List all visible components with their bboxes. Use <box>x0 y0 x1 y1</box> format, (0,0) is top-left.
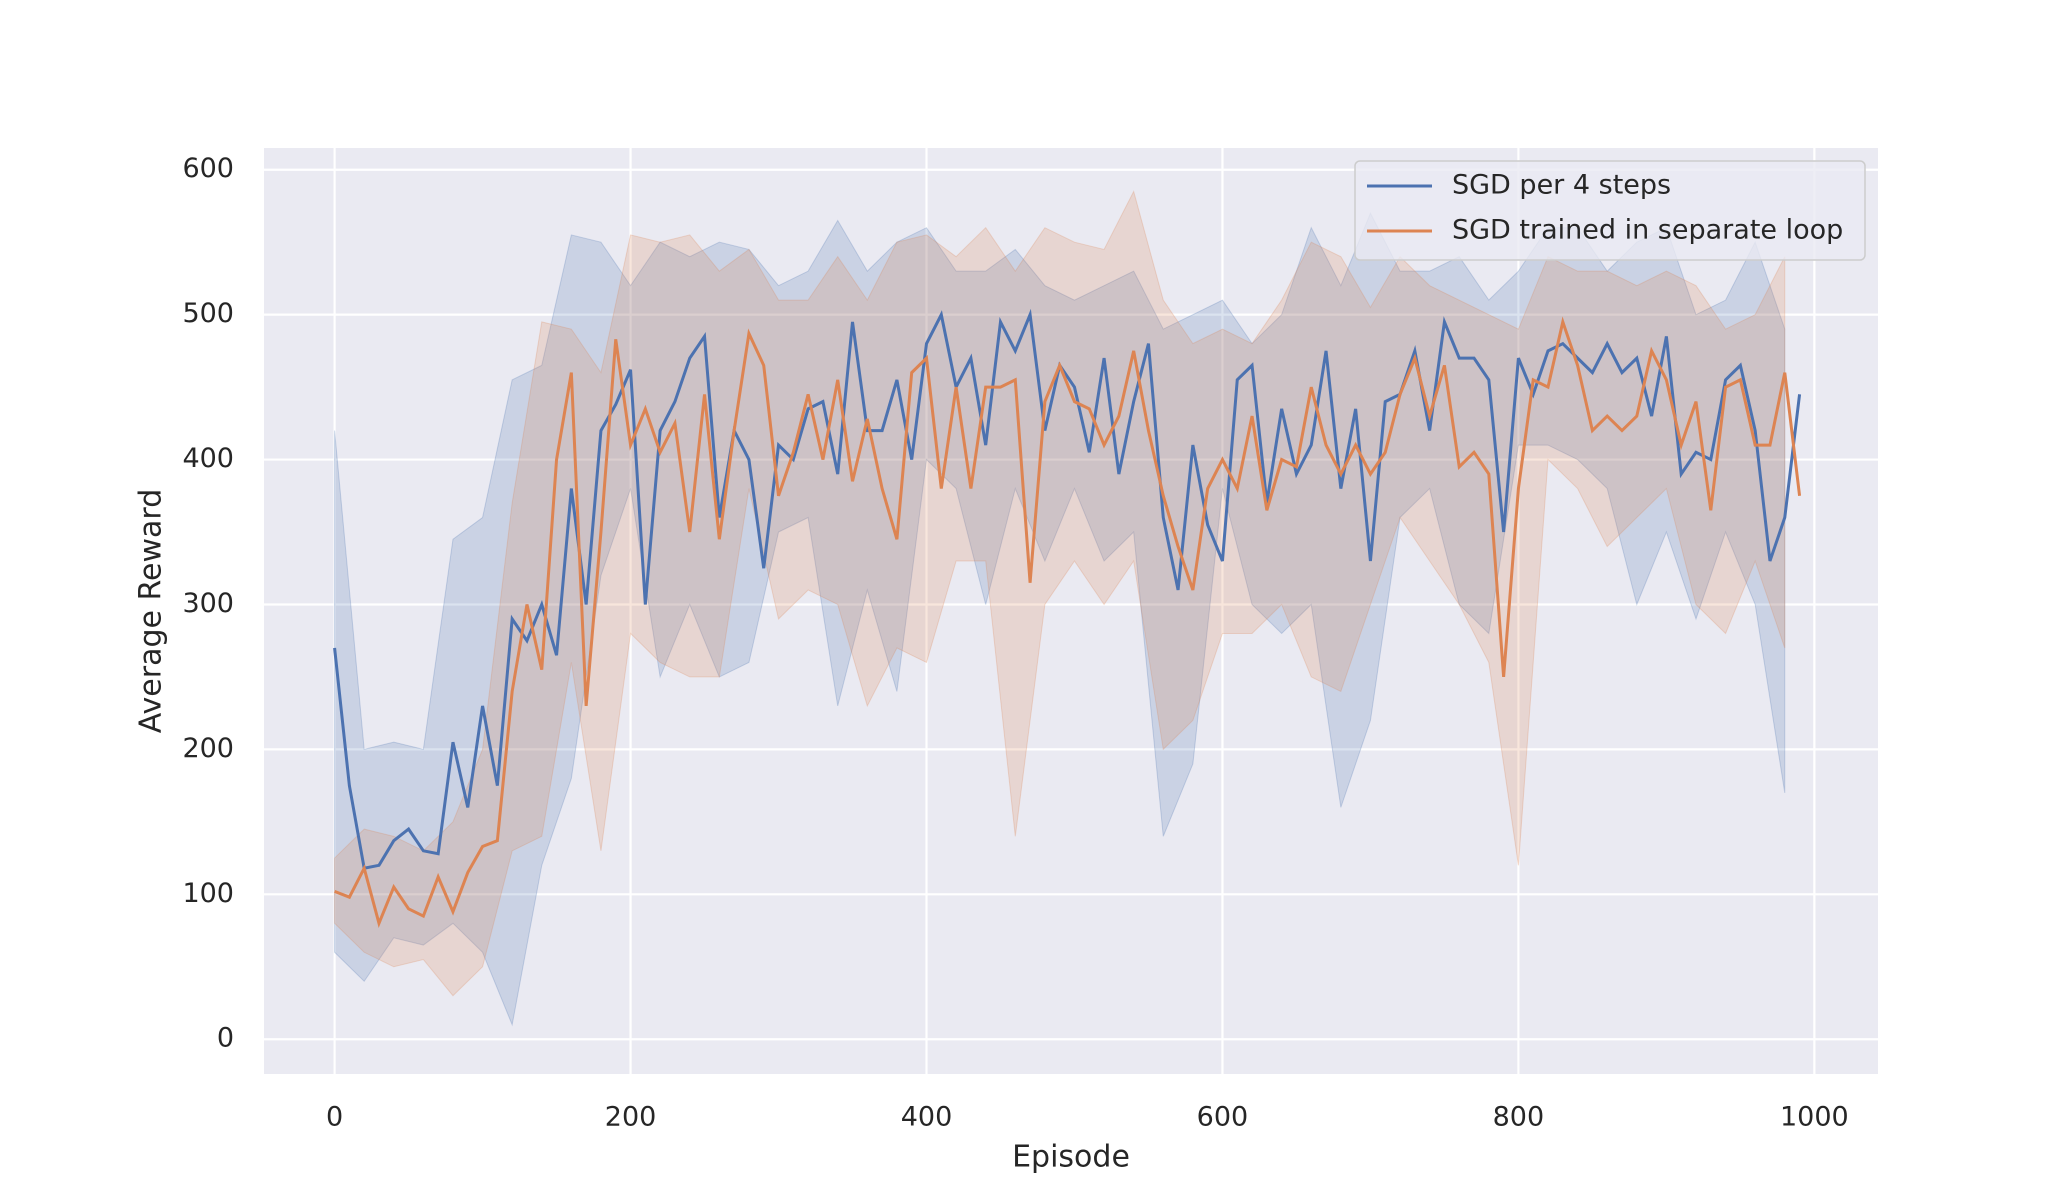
x-tick-label: 400 <box>901 1102 953 1133</box>
y-tick-label: 100 <box>182 878 234 909</box>
x-axis-label: Episode <box>1012 1140 1130 1175</box>
y-axis-label: Average Reward <box>134 489 169 733</box>
series-line <box>334 316 1802 928</box>
x-tick-label: 600 <box>1197 1102 1249 1133</box>
y-tick-label: 300 <box>182 588 234 619</box>
legend-label: SGD per 4 steps <box>1452 170 1671 201</box>
x-tick-label: 200 <box>605 1102 657 1133</box>
x-tick-label: 800 <box>1493 1102 1545 1133</box>
y-tick-label: 0 <box>217 1023 234 1054</box>
y-tick-label: 200 <box>182 733 234 764</box>
plot-background <box>264 148 1878 1074</box>
y-tick-label: 400 <box>182 443 234 474</box>
x-tick-label: 1000 <box>1780 1102 1849 1133</box>
x-tick-label: 0 <box>326 1102 343 1133</box>
confidence-band <box>334 212 1786 1027</box>
y-tick-label: 500 <box>182 298 234 329</box>
legend-box <box>1354 160 1866 261</box>
y-tick-label: 600 <box>182 153 234 184</box>
legend-label: SGD trained in separate loop <box>1452 215 1843 246</box>
